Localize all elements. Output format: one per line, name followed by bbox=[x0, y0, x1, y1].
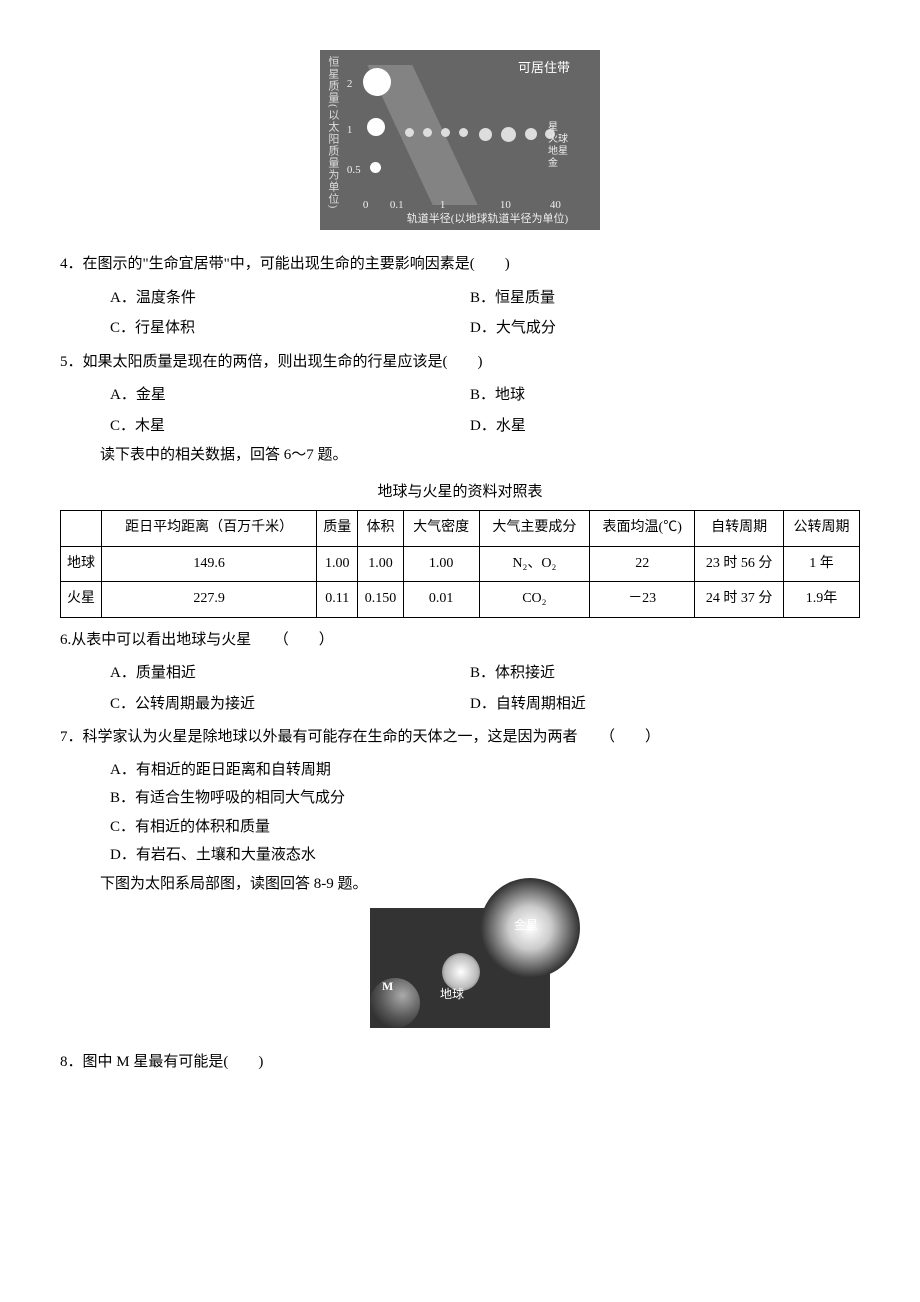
table-cell: 1.00 bbox=[403, 546, 479, 582]
question-6-stem: 6.从表中可以看出地球与火星 （ ） bbox=[60, 626, 860, 655]
table-cell: N₂、O₂ bbox=[479, 546, 590, 582]
table-cell: 227.9 bbox=[102, 582, 317, 618]
planet-dot bbox=[405, 128, 414, 137]
habitable-zone-figure: 恒星质量(以太阳质量为单位) 可居住带 2 1 0.5 0 0.1 1 bbox=[60, 50, 860, 230]
y-tick: 0.5 bbox=[347, 160, 361, 181]
table-cell: 1.00 bbox=[317, 546, 358, 582]
table-cell: 1.9年 bbox=[784, 582, 860, 618]
solar-system-figure: 金星 地球 M bbox=[60, 908, 860, 1028]
planet-dot bbox=[441, 128, 450, 137]
table-cell: 1.00 bbox=[358, 546, 403, 582]
table-cell: 地球 bbox=[61, 546, 102, 582]
table-cell: 24 时 37 分 bbox=[695, 582, 784, 618]
table-header: 表面均温(℃) bbox=[590, 511, 695, 547]
table-header: 体积 bbox=[358, 511, 403, 547]
question-5-options: A．金星 B．地球 C．木星 D．水星 bbox=[110, 380, 860, 441]
table-header-row: 距日平均距离（百万千米） 质量 体积 大气密度 大气主要成分 表面均温(℃) 自… bbox=[61, 511, 860, 547]
option-4a: A．温度条件 bbox=[110, 284, 470, 313]
table-cell: 0.150 bbox=[358, 582, 403, 618]
table-cell: 0.11 bbox=[317, 582, 358, 618]
option-4b: B．恒星质量 bbox=[470, 284, 830, 313]
table-header: 大气主要成分 bbox=[479, 511, 590, 547]
table-cell: CO₂ bbox=[479, 582, 590, 618]
chart-y-axis-label: 恒星质量(以太阳质量为单位) bbox=[320, 50, 345, 230]
option-5b: B．地球 bbox=[470, 381, 830, 410]
planet-dot bbox=[479, 128, 492, 141]
planet-dot bbox=[501, 127, 516, 142]
table-caption: 地球与火星的资料对照表 bbox=[60, 478, 860, 507]
option-7b: B．有适合生物呼吸的相同大气成分 bbox=[110, 784, 860, 813]
table-row-mars: 火星 227.9 0.11 0.150 0.01 CO₂ －23 24 时 37… bbox=[61, 582, 860, 618]
star-small bbox=[370, 162, 381, 173]
option-5d: D．水星 bbox=[470, 412, 830, 441]
star-medium bbox=[367, 118, 385, 136]
question-5-stem: 5．如果太阳质量是现在的两倍，则出现生命的行星应该是( ) bbox=[60, 348, 860, 377]
chart-x-axis-label: 轨道半径(以地球轨道半径为单位) bbox=[375, 209, 600, 230]
solar-system-chart: 金星 地球 M bbox=[370, 908, 550, 1028]
habitable-zone-chart: 恒星质量(以太阳质量为单位) 可居住带 2 1 0.5 0 0.1 1 bbox=[320, 50, 600, 230]
label-earth: 地球 bbox=[440, 983, 464, 1006]
option-7d: D．有岩石、土壤和大量液态水 bbox=[110, 841, 860, 870]
chart-plot-area: 可居住带 2 1 0.5 0 0.1 1 10 40 轨道半径(以地球轨道半径为… bbox=[345, 50, 600, 230]
table-cell: －23 bbox=[590, 582, 695, 618]
option-6d: D．自转周期相近 bbox=[470, 690, 830, 719]
planet-dot bbox=[525, 128, 537, 140]
table-header bbox=[61, 511, 102, 547]
question-4-stem: 4．在图示的"生命宜居带"中，可能出现生命的主要影响因素是( ) bbox=[60, 250, 860, 279]
question-7-stem: 7．科学家认为火星是除地球以外最有可能存在生命的天体之一，这是因为两者 （ ） bbox=[60, 723, 860, 752]
option-4c: C．行星体积 bbox=[110, 314, 470, 343]
table-row-earth: 地球 149.6 1.00 1.00 1.00 N₂、O₂ 22 23 时 56… bbox=[61, 546, 860, 582]
table-cell: 0.01 bbox=[403, 582, 479, 618]
table-intro: 读下表中的相关数据，回答 6～7 题。 bbox=[100, 441, 860, 470]
option-7a: A．有相近的距日距离和自转周期 bbox=[110, 756, 860, 785]
option-5a: A．金星 bbox=[110, 381, 470, 410]
table-header: 大气密度 bbox=[403, 511, 479, 547]
table-header: 质量 bbox=[317, 511, 358, 547]
table-cell: 1 年 bbox=[784, 546, 860, 582]
question-6-options: A．质量相近 B．体积接近 C．公转周期最为接近 D．自转周期相近 bbox=[110, 658, 860, 719]
y-tick: 2 bbox=[347, 74, 353, 95]
table-cell: 22 bbox=[590, 546, 695, 582]
x-tick: 0 bbox=[363, 195, 369, 216]
habitable-zone-title: 可居住带 bbox=[518, 56, 570, 81]
m-object bbox=[370, 978, 420, 1028]
table-cell: 23 时 56 分 bbox=[695, 546, 784, 582]
question-8-stem: 8．图中 M 星最有可能是( ) bbox=[60, 1048, 860, 1077]
option-6c: C．公转周期最为接近 bbox=[110, 690, 470, 719]
option-5c: C．木星 bbox=[110, 412, 470, 441]
planet-dot bbox=[459, 128, 468, 137]
star-large bbox=[363, 68, 391, 96]
y-tick: 1 bbox=[347, 120, 353, 141]
table-header: 自转周期 bbox=[695, 511, 784, 547]
planet-labels: 星 火球 地星 金 bbox=[548, 122, 568, 170]
earth-mars-table: 距日平均距离（百万千米） 质量 体积 大气密度 大气主要成分 表面均温(℃) 自… bbox=[60, 510, 860, 618]
option-6a: A．质量相近 bbox=[110, 659, 470, 688]
figure2-intro: 下图为太阳系局部图，读图回答 8-9 题。 bbox=[100, 870, 860, 899]
planet-dot bbox=[423, 128, 432, 137]
table-cell: 火星 bbox=[61, 582, 102, 618]
question-4-options: A．温度条件 B．恒星质量 C．行星体积 D．大气成分 bbox=[110, 283, 860, 344]
option-7c: C．有相近的体积和质量 bbox=[110, 813, 860, 842]
label-venus: 金星 bbox=[514, 914, 538, 937]
table-header: 公转周期 bbox=[784, 511, 860, 547]
table-header: 距日平均距离（百万千米） bbox=[102, 511, 317, 547]
option-4d: D．大气成分 bbox=[470, 314, 830, 343]
option-6b: B．体积接近 bbox=[470, 659, 830, 688]
table-cell: 149.6 bbox=[102, 546, 317, 582]
label-m: M bbox=[382, 975, 393, 998]
